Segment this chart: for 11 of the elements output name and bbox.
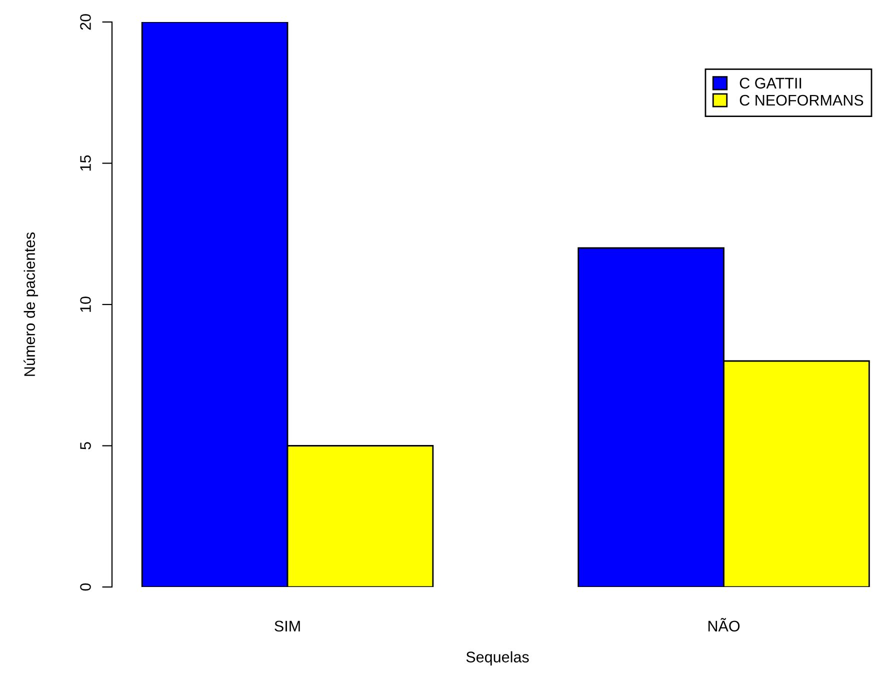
y-tick-label: 5 — [80, 442, 91, 450]
legend-label: C GATTII — [740, 78, 802, 89]
y-tick-label: 15 — [80, 155, 91, 171]
y-tick-label: 20 — [80, 14, 91, 30]
x-axis-title: Sequelas — [466, 651, 529, 666]
y-tick-label: 0 — [80, 583, 91, 591]
y-tick-label: 10 — [80, 296, 91, 312]
x-tick-label: NÃO — [708, 618, 740, 632]
x-tick-label: SIM — [274, 620, 300, 632]
y-axis-title: Número de pacientes — [24, 232, 38, 376]
legend-label: C NEOFORMANS — [740, 94, 864, 106]
